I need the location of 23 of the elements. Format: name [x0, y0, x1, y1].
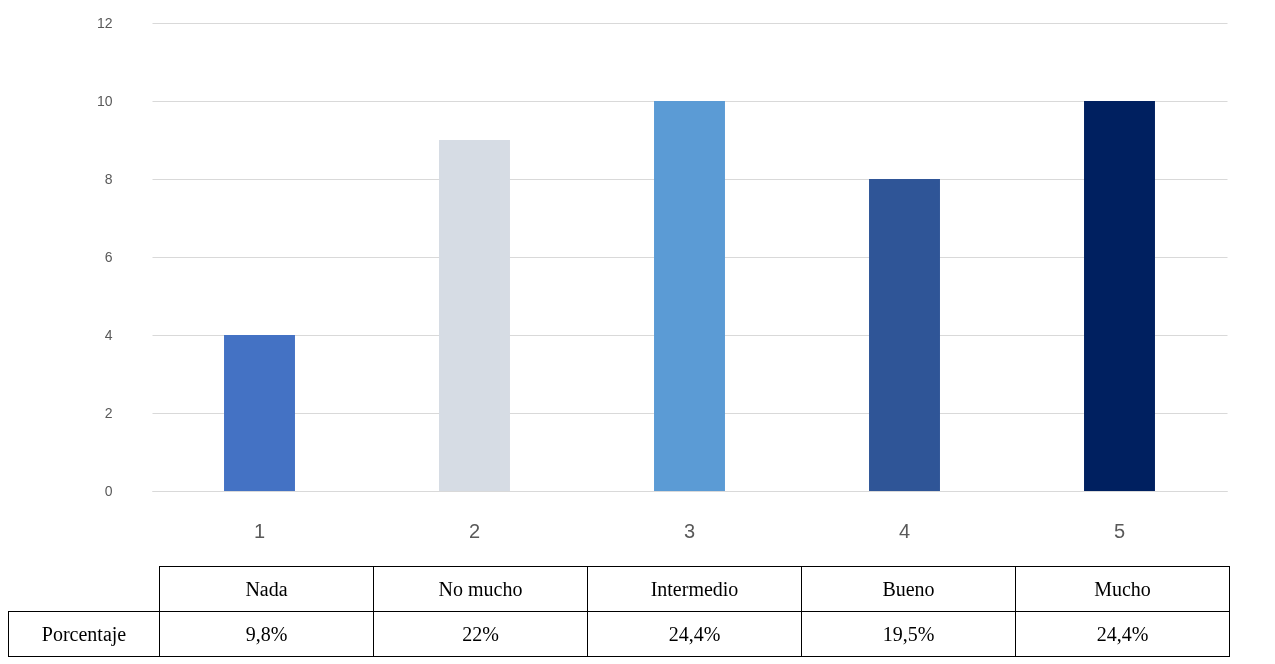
x-tick-label: 1 — [253, 519, 266, 542]
x-tick-label: 4 — [898, 519, 911, 542]
x-tick-label: 5 — [1113, 519, 1126, 542]
y-tick-label: 4 — [104, 326, 113, 343]
text: 19,5% — [801, 611, 1016, 657]
x-tick-label: 2 — [468, 519, 481, 542]
y-tick-label: 6 — [104, 248, 113, 265]
text: Bueno — [801, 566, 1016, 612]
text: 22% — [373, 611, 588, 657]
text: Intermedio — [587, 566, 802, 612]
text: Mucho — [1015, 566, 1230, 612]
y-tick-label: 10 — [96, 92, 113, 109]
text: 24,4% — [1015, 611, 1230, 657]
x-tick-label: 3 — [683, 519, 696, 542]
text: No mucho — [373, 566, 588, 612]
y-tick-label: 8 — [104, 170, 113, 187]
y-tick-label: 0 — [104, 482, 113, 499]
text: 24,4% — [587, 611, 802, 657]
y-tick-label: 12 — [96, 14, 113, 31]
text: Porcentaje — [8, 611, 160, 657]
text: Nada — [159, 566, 374, 612]
text: 9,8% — [159, 611, 374, 657]
y-tick-label: 2 — [104, 404, 113, 421]
